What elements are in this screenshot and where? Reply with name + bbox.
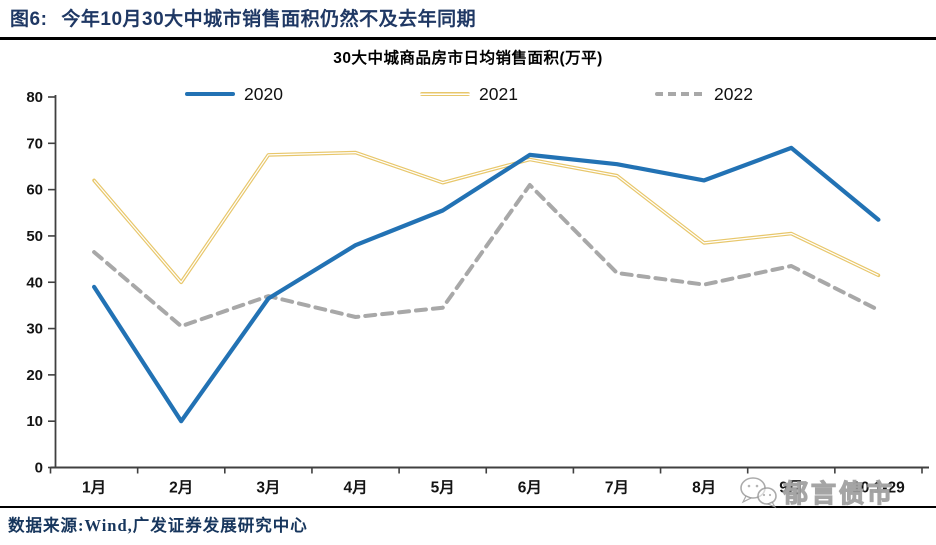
legend-line-swatch-double (420, 91, 470, 97)
svg-text:20: 20 (26, 367, 43, 384)
figure-title: 今年10月30大中城市销售面积仍然不及去年同期 (61, 9, 477, 30)
svg-text:40: 40 (26, 274, 43, 291)
svg-text:7月: 7月 (605, 479, 629, 497)
footer-divider (0, 506, 936, 508)
svg-text:50: 50 (26, 228, 43, 245)
figure-header: 图6: 今年10月30大中城市销售面积仍然不及去年同期 (10, 4, 930, 31)
svg-text:80: 80 (26, 89, 43, 106)
svg-text:10: 10 (26, 413, 43, 430)
header-divider (0, 37, 936, 40)
svg-text:0: 0 (35, 460, 43, 477)
legend-line-swatch-dashed (655, 91, 705, 97)
figure-number-label: 图6: (10, 9, 48, 30)
legend-entry-2020: 2020 (185, 84, 283, 104)
legend-label: 2022 (714, 84, 753, 104)
svg-text:8月: 8月 (692, 479, 716, 497)
data-source-note: 数据来源:Wind,广发证券发展研究中心 (8, 516, 308, 535)
legend-label: 2020 (244, 84, 283, 104)
svg-text:3月: 3月 (256, 479, 280, 497)
svg-text:70: 70 (26, 135, 43, 152)
legend-line-swatch-solid (185, 91, 235, 97)
svg-text:1月: 1月 (82, 479, 106, 497)
svg-text:6月: 6月 (518, 479, 542, 497)
svg-text:10.1-29: 10.1-29 (852, 480, 905, 497)
chart-title: 30大中城商品房市日均销售面积(万平) (333, 50, 603, 67)
svg-text:2月: 2月 (169, 479, 193, 497)
svg-text:60: 60 (26, 182, 43, 199)
legend-label: 2021 (479, 84, 518, 104)
svg-text:9月: 9月 (779, 479, 803, 497)
svg-text:5月: 5月 (431, 479, 455, 497)
legend-entry-2022: 2022 (655, 84, 753, 104)
svg-text:30: 30 (26, 321, 43, 338)
svg-text:4月: 4月 (343, 479, 367, 497)
legend-entry-2021: 2021 (420, 84, 518, 104)
